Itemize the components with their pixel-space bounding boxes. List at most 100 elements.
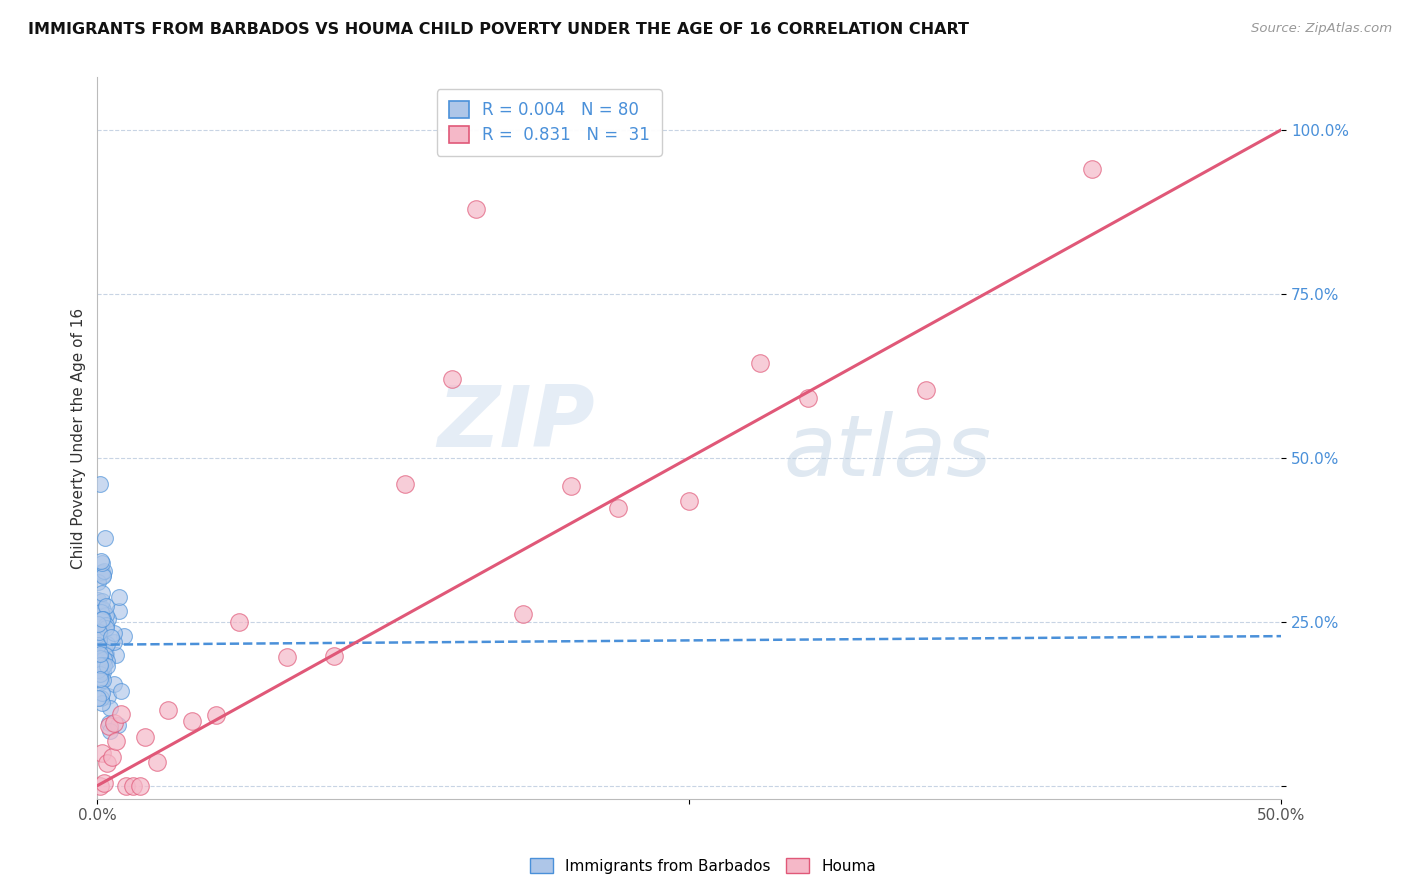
Point bbox=[93, 776, 115, 790]
Point bbox=[105, 734, 128, 748]
Point bbox=[90, 674, 112, 689]
Point bbox=[100, 723, 122, 738]
Point bbox=[103, 716, 125, 731]
Point bbox=[89, 651, 111, 665]
Point bbox=[94, 531, 117, 545]
Point bbox=[91, 612, 114, 626]
Point bbox=[89, 672, 111, 686]
Point bbox=[915, 383, 938, 397]
Point bbox=[512, 607, 534, 621]
Legend: Immigrants from Barbados, Houma: Immigrants from Barbados, Houma bbox=[524, 852, 882, 880]
Point bbox=[94, 643, 117, 657]
Point bbox=[87, 643, 110, 657]
Point bbox=[89, 609, 111, 624]
Point bbox=[228, 615, 250, 630]
Point bbox=[96, 756, 118, 770]
Point bbox=[91, 566, 114, 580]
Point bbox=[87, 617, 110, 632]
Point bbox=[87, 644, 110, 658]
Point bbox=[90, 604, 112, 618]
Point bbox=[90, 554, 112, 568]
Point bbox=[96, 608, 118, 623]
Point bbox=[89, 779, 111, 793]
Point bbox=[129, 779, 152, 793]
Point bbox=[89, 658, 111, 673]
Point bbox=[89, 647, 111, 661]
Point bbox=[96, 648, 118, 662]
Point bbox=[204, 708, 226, 723]
Point bbox=[90, 594, 112, 608]
Point bbox=[91, 673, 114, 688]
Point bbox=[796, 391, 818, 405]
Legend: R = 0.004   N = 80, R =  0.831   N =  31: R = 0.004 N = 80, R = 0.831 N = 31 bbox=[437, 89, 662, 156]
Point bbox=[394, 477, 416, 491]
Point bbox=[90, 612, 112, 626]
Point bbox=[90, 691, 112, 706]
Point bbox=[145, 756, 167, 770]
Point bbox=[441, 372, 464, 386]
Y-axis label: Child Poverty Under the Age of 16: Child Poverty Under the Age of 16 bbox=[72, 308, 86, 569]
Point bbox=[276, 649, 298, 664]
Point bbox=[103, 677, 125, 691]
Point bbox=[87, 650, 110, 665]
Point bbox=[87, 593, 110, 607]
Point bbox=[103, 626, 125, 640]
Point bbox=[90, 566, 112, 580]
Point bbox=[114, 629, 136, 643]
Point bbox=[91, 747, 114, 761]
Point bbox=[86, 628, 108, 642]
Point bbox=[93, 564, 115, 578]
Point bbox=[87, 638, 110, 652]
Point bbox=[94, 617, 117, 632]
Point bbox=[93, 569, 115, 583]
Point bbox=[110, 684, 132, 698]
Point bbox=[89, 660, 111, 674]
Point bbox=[678, 493, 700, 508]
Point bbox=[97, 612, 120, 626]
Point bbox=[97, 716, 120, 731]
Point bbox=[86, 574, 108, 589]
Point bbox=[90, 661, 112, 675]
Point bbox=[96, 658, 118, 673]
Point bbox=[181, 714, 204, 728]
Point bbox=[89, 615, 111, 630]
Point bbox=[89, 477, 111, 491]
Point bbox=[134, 731, 156, 745]
Point bbox=[91, 600, 114, 615]
Text: Source: ZipAtlas.com: Source: ZipAtlas.com bbox=[1251, 22, 1392, 36]
Point bbox=[110, 707, 132, 722]
Point bbox=[98, 700, 121, 714]
Point bbox=[90, 616, 112, 631]
Point bbox=[90, 621, 112, 635]
Point bbox=[1080, 162, 1102, 177]
Point bbox=[90, 586, 112, 600]
Point bbox=[121, 779, 143, 793]
Point bbox=[105, 648, 128, 662]
Point bbox=[91, 665, 114, 680]
Point bbox=[89, 619, 111, 633]
Point bbox=[96, 637, 118, 651]
Point bbox=[114, 779, 136, 793]
Point bbox=[100, 630, 122, 644]
Point bbox=[93, 652, 115, 666]
Point bbox=[89, 624, 111, 639]
Point bbox=[90, 696, 112, 710]
Point bbox=[97, 689, 120, 703]
Point bbox=[87, 691, 110, 706]
Text: atlas: atlas bbox=[785, 411, 991, 494]
Point bbox=[89, 656, 111, 670]
Point bbox=[91, 656, 114, 670]
Point bbox=[107, 604, 129, 618]
Text: ZIP: ZIP bbox=[437, 382, 595, 465]
Point bbox=[91, 603, 114, 617]
Point bbox=[157, 703, 180, 717]
Point bbox=[98, 719, 121, 733]
Point bbox=[108, 590, 131, 604]
Point bbox=[89, 627, 111, 641]
Point bbox=[90, 556, 112, 570]
Point bbox=[560, 479, 582, 493]
Point bbox=[87, 633, 110, 648]
Point bbox=[87, 638, 110, 652]
Point bbox=[100, 749, 122, 764]
Point bbox=[93, 658, 115, 673]
